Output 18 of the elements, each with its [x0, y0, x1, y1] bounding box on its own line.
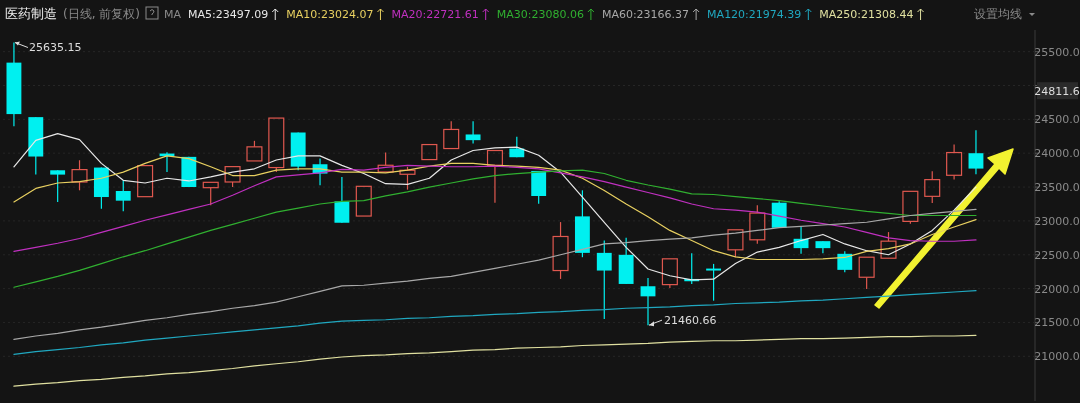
y-tick-label: 25500.0	[1034, 45, 1080, 59]
y-tick-label: 21000.0	[1034, 350, 1080, 364]
annotation: 24811.6	[1034, 82, 1080, 100]
y-tick-label: 24500.0	[1034, 113, 1080, 127]
annotation: 25635.15	[14, 40, 82, 54]
y-tick-label: 24000.0	[1034, 147, 1080, 161]
y-tick-label: 23000.0	[1034, 214, 1080, 228]
annotation: 21460.66	[664, 314, 717, 328]
legend-title: MA	[164, 8, 181, 21]
y-tick-label: 22500.0	[1034, 248, 1080, 262]
subtitle: (日线, 前复权)	[63, 7, 140, 21]
annotation: 设置均线	[974, 7, 1022, 21]
title: 医药制造	[5, 6, 57, 21]
y-tick-label: 22000.0	[1034, 282, 1080, 296]
annotation: 21460.66	[648, 314, 717, 328]
y-tick-label: 21500.0	[1034, 316, 1080, 330]
annotation: 25635.15	[28, 40, 82, 54]
y-tick-label: 23500.0	[1034, 181, 1080, 195]
